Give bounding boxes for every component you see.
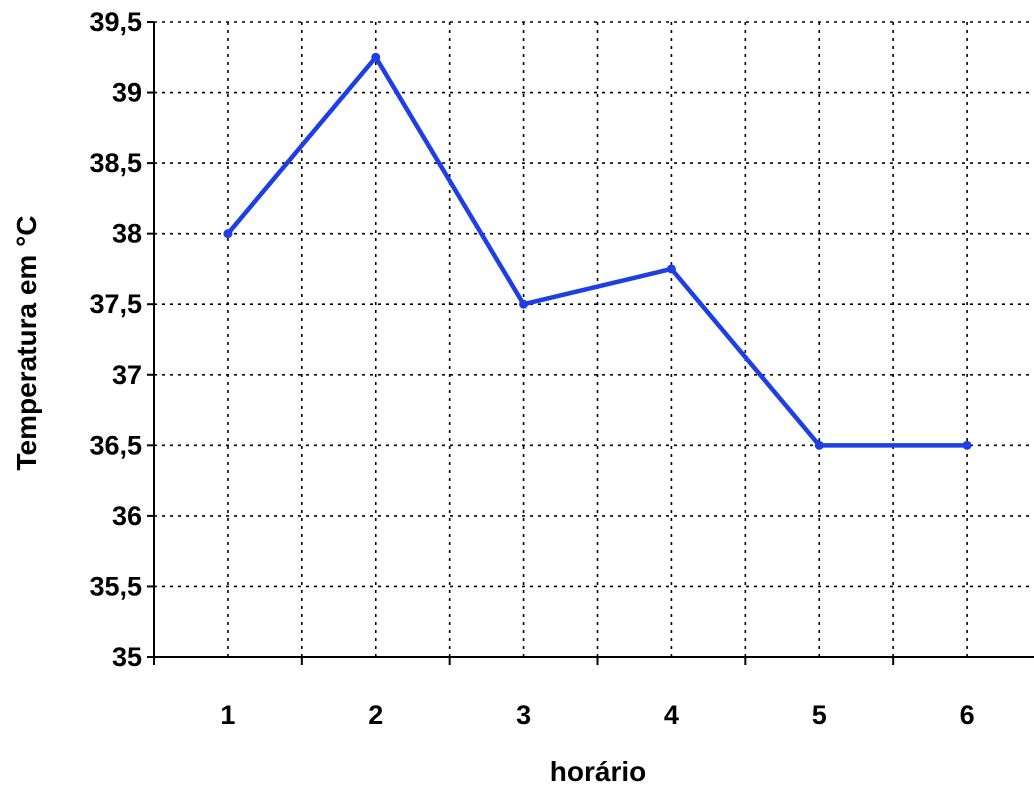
- grid: [154, 21, 1034, 657]
- y-tick-label-3: 36,5: [89, 430, 142, 460]
- x-tick-label-1: 2: [368, 700, 383, 730]
- y-tick-label-2: 36: [112, 501, 142, 531]
- y-tick-label-0: 35: [112, 642, 142, 672]
- x-axis-title: horário: [550, 756, 646, 785]
- data-point-0: [223, 229, 233, 239]
- data-point-3: [666, 264, 676, 274]
- x-tick-labels: 1 2 3 4 5 6: [220, 700, 974, 730]
- y-tick-label-8: 39: [112, 78, 142, 108]
- y-tick-label-1: 35,5: [89, 571, 142, 601]
- x-tick-label-0: 1: [220, 700, 235, 730]
- y-axis-title: Temperatura em °C: [11, 216, 42, 471]
- y-tick-label-4: 37: [112, 360, 142, 390]
- series-line-0: [225, 55, 970, 448]
- axes: [147, 21, 1034, 665]
- y-tick-label-7: 38,5: [89, 148, 142, 178]
- y-tick-labels: 35 35,5 36 36,5 37 37,5 38 38,5 39 39,5: [89, 7, 142, 672]
- data-point-4: [814, 440, 824, 450]
- x-tick-label-5: 6: [960, 700, 975, 730]
- x-tick-label-4: 5: [812, 700, 827, 730]
- data-point-2: [519, 299, 529, 309]
- y-tick-label-5: 37,5: [89, 289, 142, 319]
- x-tick-label-3: 4: [664, 700, 679, 730]
- y-tick-label-9: 39,5: [89, 7, 142, 37]
- x-tick-label-2: 3: [516, 700, 531, 730]
- y-tick-label-6: 38: [112, 219, 142, 249]
- data-point-1: [371, 52, 381, 62]
- data-point-5: [962, 440, 972, 450]
- data-series: [223, 52, 972, 450]
